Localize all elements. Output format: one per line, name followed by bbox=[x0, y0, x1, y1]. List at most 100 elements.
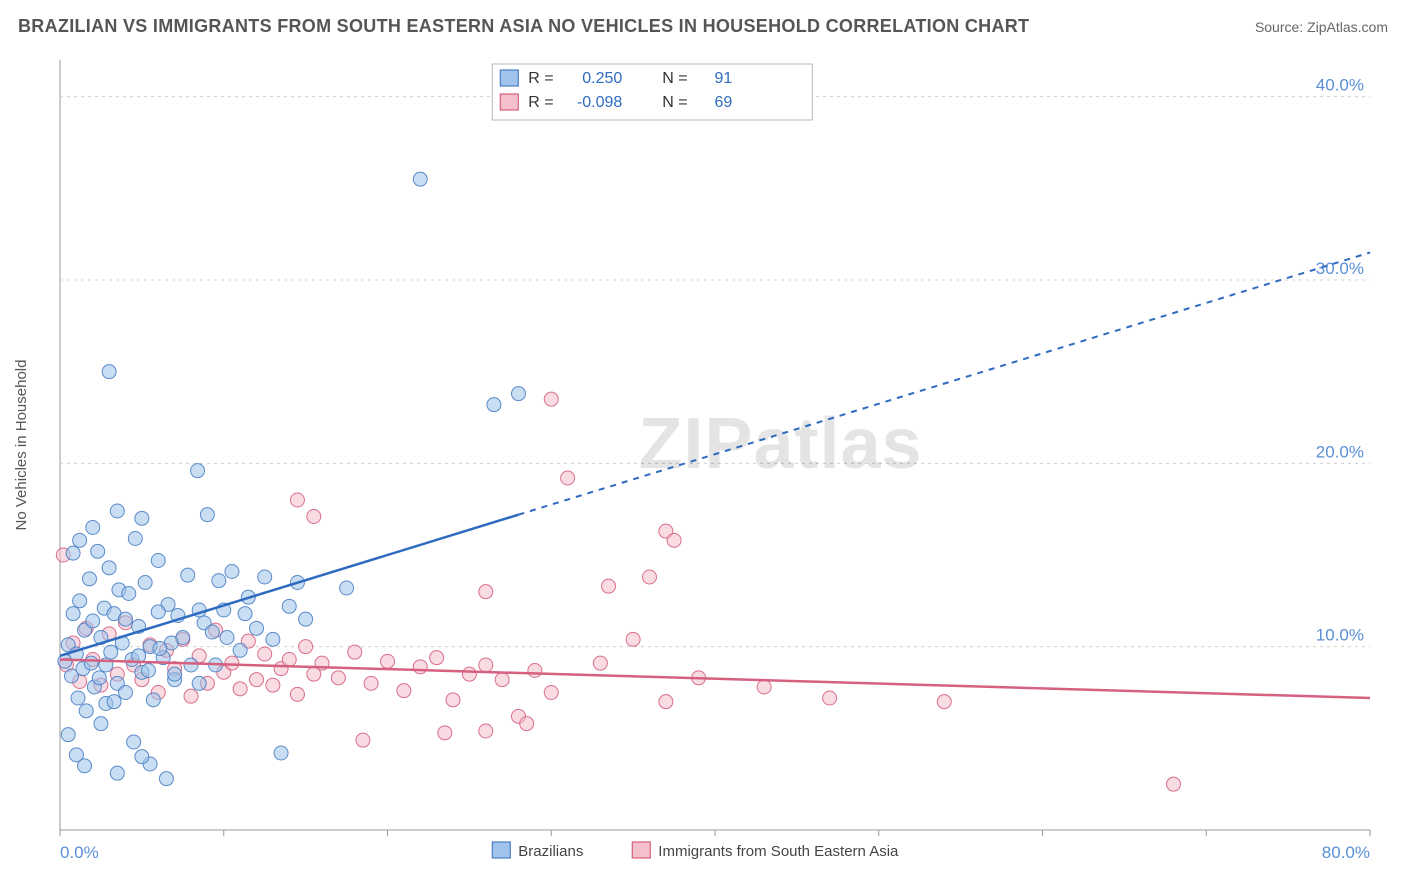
data-point bbox=[128, 532, 142, 546]
data-point bbox=[823, 691, 837, 705]
x-tick-label: 80.0% bbox=[1322, 843, 1370, 862]
data-point bbox=[151, 554, 165, 568]
data-point bbox=[168, 667, 182, 681]
stat-n-label: N = bbox=[662, 70, 687, 87]
data-point bbox=[290, 687, 304, 701]
data-point bbox=[446, 693, 460, 707]
data-point bbox=[233, 682, 247, 696]
data-point bbox=[413, 660, 427, 674]
stat-r-value: 0.250 bbox=[582, 70, 622, 87]
data-point bbox=[340, 581, 354, 595]
data-point bbox=[266, 632, 280, 646]
data-point bbox=[79, 704, 93, 718]
data-point bbox=[331, 671, 345, 685]
stat-n-label: N = bbox=[662, 94, 687, 111]
data-point bbox=[200, 508, 214, 522]
series-b bbox=[56, 392, 1180, 791]
stat-r-label: R = bbox=[528, 94, 553, 111]
data-point bbox=[544, 686, 558, 700]
data-point bbox=[151, 605, 165, 619]
data-point bbox=[71, 691, 85, 705]
data-point bbox=[135, 750, 149, 764]
data-point bbox=[107, 695, 121, 709]
data-point bbox=[430, 651, 444, 665]
data-point bbox=[238, 607, 252, 621]
data-point bbox=[937, 695, 951, 709]
data-point bbox=[141, 664, 155, 678]
data-point bbox=[659, 695, 673, 709]
data-point bbox=[192, 676, 206, 690]
data-point bbox=[122, 587, 136, 601]
data-point bbox=[92, 671, 106, 685]
data-point bbox=[102, 561, 116, 575]
data-point bbox=[495, 673, 509, 687]
data-point bbox=[356, 733, 370, 747]
data-point bbox=[299, 640, 313, 654]
data-point bbox=[520, 717, 534, 731]
source-label: Source: ZipAtlas.com bbox=[1255, 19, 1388, 35]
legend-swatch-a bbox=[492, 842, 510, 858]
data-point bbox=[1167, 777, 1181, 791]
data-point bbox=[119, 686, 133, 700]
data-point bbox=[266, 678, 280, 692]
data-point bbox=[512, 387, 526, 401]
x-tick-label: 0.0% bbox=[60, 843, 99, 862]
legend-label-a: Brazilians bbox=[518, 843, 583, 860]
data-point bbox=[184, 658, 198, 672]
stat-n-value: 69 bbox=[715, 94, 733, 111]
data-point bbox=[205, 625, 219, 639]
data-point bbox=[479, 658, 493, 672]
data-point bbox=[212, 574, 226, 588]
data-point bbox=[290, 493, 304, 507]
stat-r-value: -0.098 bbox=[577, 94, 622, 111]
chart-title: BRAZILIAN VS IMMIGRANTS FROM SOUTH EASTE… bbox=[18, 16, 1029, 36]
y-tick-label: 20.0% bbox=[1316, 442, 1364, 461]
data-point bbox=[110, 504, 124, 518]
data-point bbox=[258, 570, 272, 584]
data-point bbox=[643, 570, 657, 584]
y-tick-label: 10.0% bbox=[1316, 626, 1364, 645]
data-point bbox=[479, 724, 493, 738]
data-point bbox=[73, 594, 87, 608]
data-point bbox=[274, 746, 288, 760]
data-point bbox=[299, 612, 313, 626]
data-point bbox=[602, 579, 616, 593]
stat-n-value: 91 bbox=[715, 70, 733, 87]
data-point bbox=[487, 398, 501, 412]
y-tick-label: 40.0% bbox=[1316, 76, 1364, 95]
data-point bbox=[191, 464, 205, 478]
swatch-icon bbox=[500, 94, 518, 110]
data-point bbox=[86, 614, 100, 628]
data-point bbox=[119, 612, 133, 626]
data-point bbox=[225, 565, 239, 579]
legend-swatch-b bbox=[632, 842, 650, 858]
data-point bbox=[153, 642, 167, 656]
data-point bbox=[66, 546, 80, 560]
stat-r-label: R = bbox=[528, 70, 553, 87]
data-point bbox=[364, 676, 378, 690]
data-point bbox=[282, 653, 296, 667]
data-point bbox=[91, 544, 105, 558]
data-point bbox=[135, 511, 149, 525]
data-point bbox=[102, 365, 116, 379]
data-point bbox=[220, 631, 234, 645]
y-axis-label: No Vehicles in Household bbox=[13, 360, 30, 531]
data-point bbox=[250, 621, 264, 635]
data-point bbox=[66, 607, 80, 621]
data-point bbox=[348, 645, 362, 659]
data-point bbox=[626, 632, 640, 646]
data-point bbox=[181, 568, 195, 582]
data-point bbox=[282, 599, 296, 613]
swatch-icon bbox=[500, 70, 518, 86]
y-tick-label: 30.0% bbox=[1316, 259, 1364, 278]
data-point bbox=[184, 689, 198, 703]
data-point bbox=[73, 533, 87, 547]
data-point bbox=[104, 645, 118, 659]
data-point bbox=[127, 735, 141, 749]
data-point bbox=[61, 728, 75, 742]
trend-line-dashed bbox=[519, 253, 1371, 515]
data-point bbox=[82, 572, 96, 586]
data-point bbox=[78, 759, 92, 773]
data-point bbox=[462, 667, 476, 681]
data-point bbox=[528, 664, 542, 678]
